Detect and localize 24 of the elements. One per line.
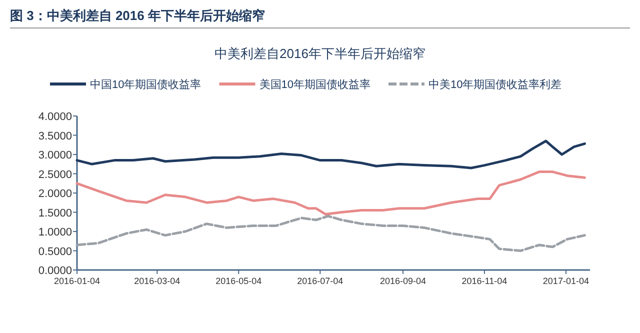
y-tick-label: 2.0000 — [38, 188, 72, 200]
chart-title: 中美利差自2016年下半年后开始缩窄 — [214, 46, 426, 61]
y-tick-label: 3.5000 — [38, 130, 72, 142]
y-tick-label: 0.5000 — [38, 246, 72, 258]
legend-label: 美国10年期国债收益率 — [259, 78, 370, 91]
y-tick-label: 2.5000 — [38, 168, 72, 181]
legend-label: 中美10年期国债收益率利差 — [428, 78, 562, 91]
x-tick-label: 2016-03-04 — [134, 276, 180, 286]
x-tick-label: 2017-01-04 — [542, 276, 589, 286]
x-tick-label: 2016-07-04 — [297, 276, 344, 286]
line-series — [76, 140, 586, 170]
line-series — [76, 214, 586, 252]
chart-subtitle: 图 3：中美利差自 2016 年下半年后开始缩窄 — [10, 8, 265, 23]
y-tick-label: 0.0000 — [38, 265, 72, 277]
y-tick-label: 4.0000 — [38, 111, 72, 123]
legend-label: 中国10年期国债收益率 — [90, 78, 202, 91]
y-tick-label: 1.5000 — [38, 207, 72, 220]
x-tick-label: 2016-09-04 — [380, 276, 426, 286]
line-series — [76, 170, 586, 216]
x-tick-label: 2016-01-04 — [54, 276, 100, 286]
x-tick-label: 2016-05-04 — [216, 276, 262, 286]
y-tick-label: 3.0000 — [38, 150, 72, 162]
x-tick-label: 2016-11-04 — [462, 276, 508, 286]
y-tick-label: 1.0000 — [38, 226, 72, 238]
